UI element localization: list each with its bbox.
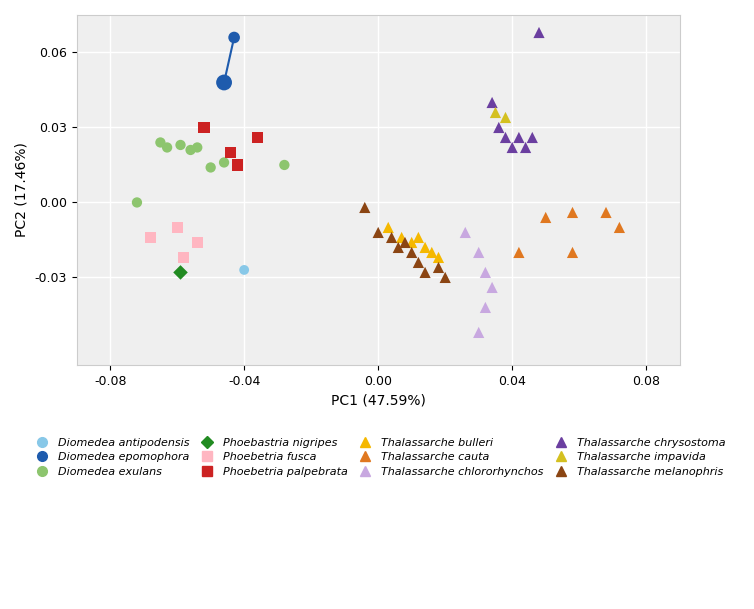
Point [499, 133, 511, 143]
Point [493, 122, 505, 132]
Point [192, 143, 204, 152]
Legend: Diomedea antipodensis, Diomedea epomophora, Diomedea exulans, Phoebastria nigrip: Diomedea antipodensis, Diomedea epomopho… [26, 434, 730, 481]
Point [412, 258, 425, 267]
Point [238, 265, 250, 275]
Point [385, 233, 397, 242]
Point [480, 303, 492, 312]
Point [406, 238, 418, 247]
Point [406, 248, 418, 258]
Point [459, 228, 471, 238]
Point [396, 233, 408, 242]
Point [225, 147, 237, 157]
Point [412, 233, 425, 242]
Point [426, 248, 438, 258]
Point [161, 143, 173, 152]
Point [473, 328, 485, 337]
Point [218, 77, 230, 87]
Point [433, 262, 445, 272]
Point [533, 27, 545, 37]
Point [392, 242, 404, 252]
Point [192, 238, 204, 247]
Point [600, 208, 612, 217]
Point [486, 97, 498, 107]
Point [174, 140, 186, 150]
Y-axis label: PC2 (17.46%): PC2 (17.46%) [15, 143, 29, 238]
Point [506, 143, 518, 152]
Point [419, 242, 431, 252]
Point [178, 253, 190, 262]
Point [278, 160, 290, 170]
Point [513, 133, 525, 143]
Point [382, 222, 394, 232]
Point [473, 248, 485, 258]
Point [155, 138, 167, 147]
Point [185, 145, 197, 155]
Point [613, 222, 625, 232]
Point [372, 228, 385, 238]
Point [480, 267, 492, 277]
Point [489, 108, 501, 118]
Point [252, 133, 264, 143]
Point [526, 133, 538, 143]
Point [433, 253, 445, 262]
Point [359, 203, 371, 213]
Point [499, 113, 511, 122]
Point [566, 208, 578, 217]
X-axis label: PC1 (47.59%): PC1 (47.59%) [331, 393, 425, 407]
Point [131, 197, 143, 207]
Point [540, 213, 552, 222]
Point [419, 267, 431, 277]
Point [218, 158, 230, 167]
Point [144, 233, 156, 242]
Point [228, 33, 241, 43]
Point [174, 267, 186, 277]
Point [439, 273, 451, 283]
Point [231, 160, 244, 170]
Point [520, 143, 532, 152]
Point [171, 222, 183, 232]
Point [204, 163, 216, 172]
Point [513, 248, 525, 258]
Point [566, 248, 578, 258]
Point [198, 122, 210, 132]
Point [486, 283, 498, 292]
Point [399, 238, 411, 247]
